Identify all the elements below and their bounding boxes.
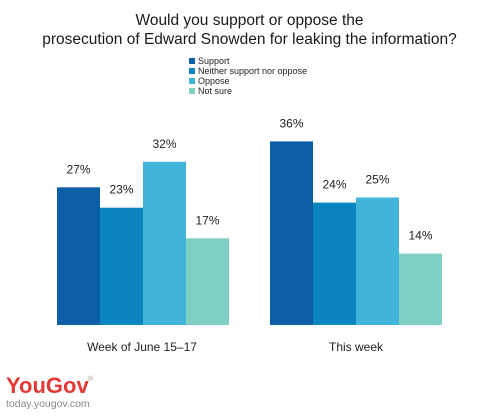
legend-swatch-neither-support-nor-oppose	[189, 68, 195, 74]
bar-neither-support-nor-oppose-2	[313, 202, 356, 325]
bar-not-sure-2	[399, 253, 442, 325]
legend-swatch-not-sure	[189, 88, 195, 94]
brand-logo-text: YouGov	[6, 373, 89, 398]
legend-swatch-oppose	[189, 78, 195, 84]
legend-label-oppose: Oppose	[198, 76, 230, 86]
bar-groups	[57, 141, 442, 325]
category-label-2: This week	[329, 340, 384, 354]
bar-support-1	[57, 187, 100, 325]
value-label-not-sure-1: 17%	[195, 213, 219, 227]
brand-logo: YouGov ®	[6, 373, 94, 398]
chart-title-line-1: Would you support or oppose the	[135, 12, 363, 29]
value-label-oppose-2: 25%	[365, 173, 389, 187]
category-labels: Week of June 15–17 This week	[87, 340, 384, 354]
legend-label-not-sure: Not sure	[198, 86, 232, 96]
bar-neither-support-nor-oppose-1	[100, 207, 143, 325]
value-label-neither-support-nor-oppose-2: 24%	[322, 178, 346, 192]
value-labels: 27% 23% 32% 17% 36% 24% 25% 14%	[66, 116, 432, 242]
value-label-neither-support-nor-oppose-1: 23%	[109, 183, 133, 197]
bar-oppose-2	[356, 197, 399, 325]
bar-oppose-1	[143, 161, 186, 325]
bar-support-2	[270, 141, 313, 325]
brand-url: today.yougov.com	[6, 398, 90, 410]
chart-title-line-2: prosecution of Edward Snowden for leakin…	[42, 31, 457, 48]
value-label-support-1: 27%	[66, 162, 90, 176]
legend-swatch-support	[189, 58, 195, 64]
value-label-oppose-1: 32%	[152, 137, 176, 151]
brand-registered-mark: ®	[88, 375, 94, 383]
legend-label-support: Support	[198, 56, 230, 66]
value-label-not-sure-2: 14%	[408, 229, 432, 243]
category-label-1: Week of June 15–17	[87, 340, 197, 354]
chart-title: Would you support or oppose the prosecut…	[42, 12, 457, 48]
value-label-support-2: 36%	[279, 116, 303, 130]
bar-not-sure-1	[186, 238, 229, 325]
legend-label-neither-support-nor-oppose: Neither support nor oppose	[198, 66, 307, 76]
